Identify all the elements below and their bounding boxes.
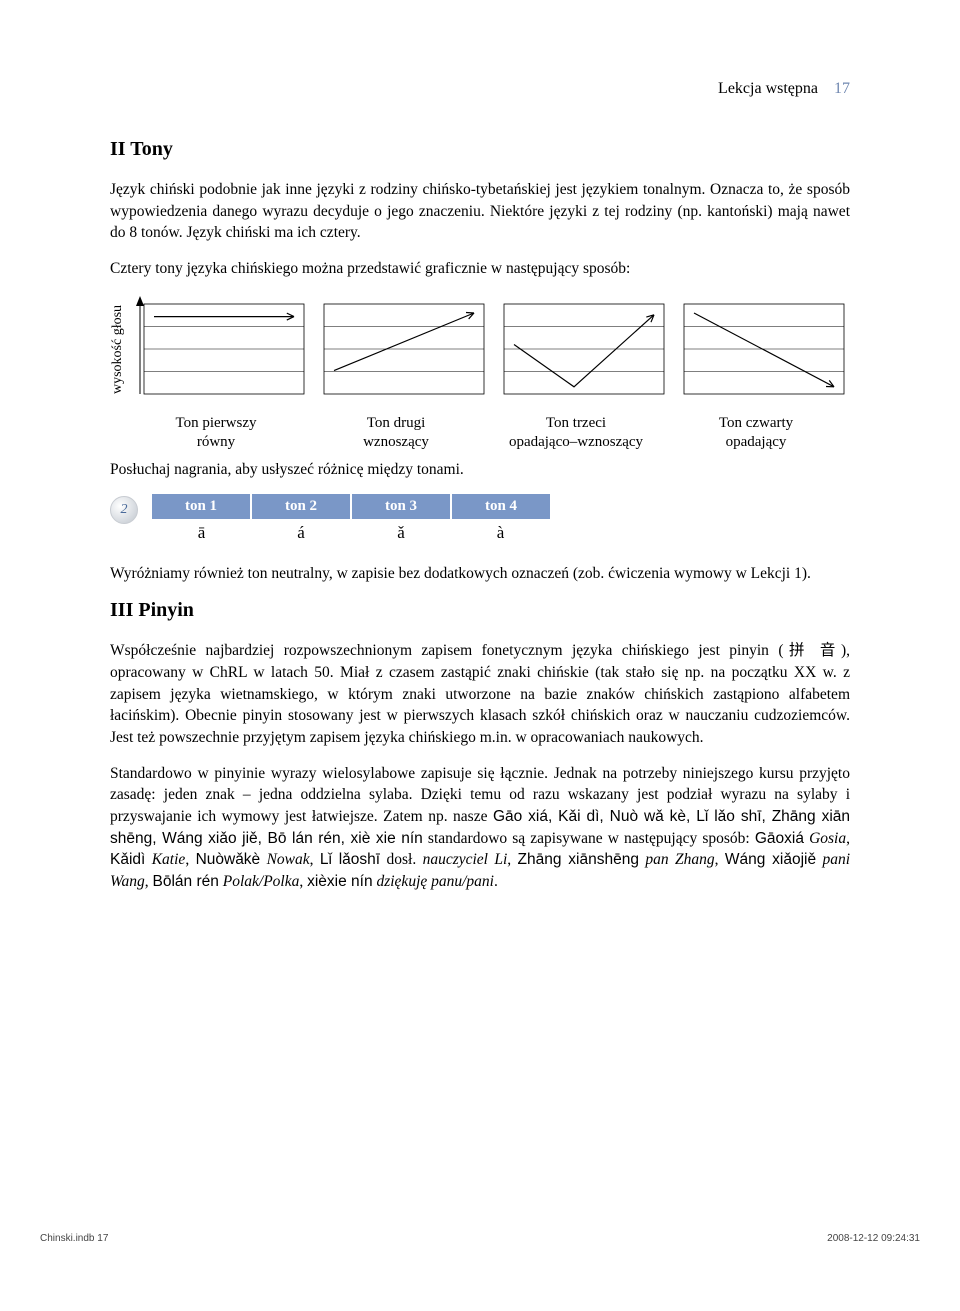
pinyin-term: Bōlán rén <box>153 873 219 890</box>
tone-caption: Ton czwartyopadający <box>676 414 836 453</box>
translation-italic: Gosia <box>809 830 846 847</box>
print-footer: Chinski.indb 17 2008-12-12 09:24:31 <box>40 1233 920 1244</box>
tone-diagram-svg <box>130 294 850 414</box>
tone-table-header-cell: ton 4 <box>451 494 550 519</box>
translation-italic: pan Zhang <box>645 851 714 868</box>
footer-left: Chinski.indb 17 <box>40 1233 108 1244</box>
pinyin-term: Gāoxiá <box>755 830 804 847</box>
section-ii-para-1: Język chiński podobnie jak inne języki z… <box>110 179 850 244</box>
pinyin-term: xièxie nín <box>307 873 372 890</box>
pinyin-term: Kǎidì <box>110 851 145 868</box>
listen-instruction: Posłuchaj nagrania, aby usłyszeć różnicę… <box>110 459 850 481</box>
tone-caption: Ton pierwszyrówny <box>136 414 296 453</box>
pinyin-term: Nuòwǎkè <box>196 851 261 868</box>
tone-table-cell: ā <box>152 519 251 547</box>
translation-italic: Polak/Polka <box>223 873 300 890</box>
section-iii-para-2: Standardowo w pinyinie wyrazy wielosylab… <box>110 763 850 893</box>
pinyin-term: Lǐ lǎoshī <box>320 851 380 868</box>
chapter-name: Lekcja wstępna <box>718 80 818 97</box>
tone-table-header-cell: ton 3 <box>351 494 451 519</box>
translation-italic: Nowak <box>267 851 310 868</box>
translation-italic: dziękuję panu/pani <box>376 873 494 890</box>
tone-table-data-row: āáǎà <box>152 519 550 547</box>
translation-italic: Katie <box>152 851 186 868</box>
tone-table-cell: á <box>251 519 351 547</box>
footer-right: 2008-12-12 09:24:31 <box>827 1233 920 1244</box>
page-number: 17 <box>834 80 850 97</box>
pinyin-example-list: Gāo xiá, Kǎi dì, Nuò wǎ kè, Lǐ lǎo shī, … <box>110 808 850 847</box>
translation-italic: nauczyciel Li <box>423 851 508 868</box>
tone-diagram: wysokość głosu Ton pierwszyrówny Ton drug… <box>110 294 850 453</box>
audio-track-badge: 2 <box>110 496 138 524</box>
tone-table-block: 2 ton 1ton 2ton 3ton 4 āáǎà <box>110 494 850 547</box>
tone-captions: Ton pierwszyrówny Ton drugiwznoszący Ton t… <box>136 414 850 453</box>
pinyin-term: Zhāng xiānshēng <box>518 851 639 868</box>
tone-diagram-ylabel: wysokość głosu <box>110 294 126 414</box>
neutral-tone-note: Wyróżniamy również ton neutralny, w zapi… <box>110 563 850 585</box>
running-header: Lekcja wstępna 17 <box>110 80 850 98</box>
tone-caption: Ton drugiwznoszący <box>316 414 476 453</box>
tone-table-cell: à <box>451 519 550 547</box>
tone-table: ton 1ton 2ton 3ton 4 āáǎà <box>152 494 550 547</box>
pinyin-term: Wáng xiǎojiě <box>725 851 816 868</box>
section-iii-title: III Pinyin <box>110 599 850 622</box>
section-iii-para-1: Współcześnie najbardziej rozpowszechnion… <box>110 640 850 748</box>
section-ii-para-2: Cztery tony języka chińskiego można prze… <box>110 258 850 280</box>
page: Lekcja wstępna 17 II Tony Język chiński … <box>0 0 960 1260</box>
section-ii-title: II Tony <box>110 138 850 161</box>
tone-table-cell: ǎ <box>351 519 451 547</box>
tone-caption: Ton trzeciopadająco–wznoszący <box>496 414 656 453</box>
tone-table-header-row: ton 1ton 2ton 3ton 4 <box>152 494 550 519</box>
tone-table-header-cell: ton 2 <box>251 494 351 519</box>
hanzi-pinyin: 拼 音 <box>784 642 841 659</box>
tone-table-header-cell: ton 1 <box>152 494 251 519</box>
